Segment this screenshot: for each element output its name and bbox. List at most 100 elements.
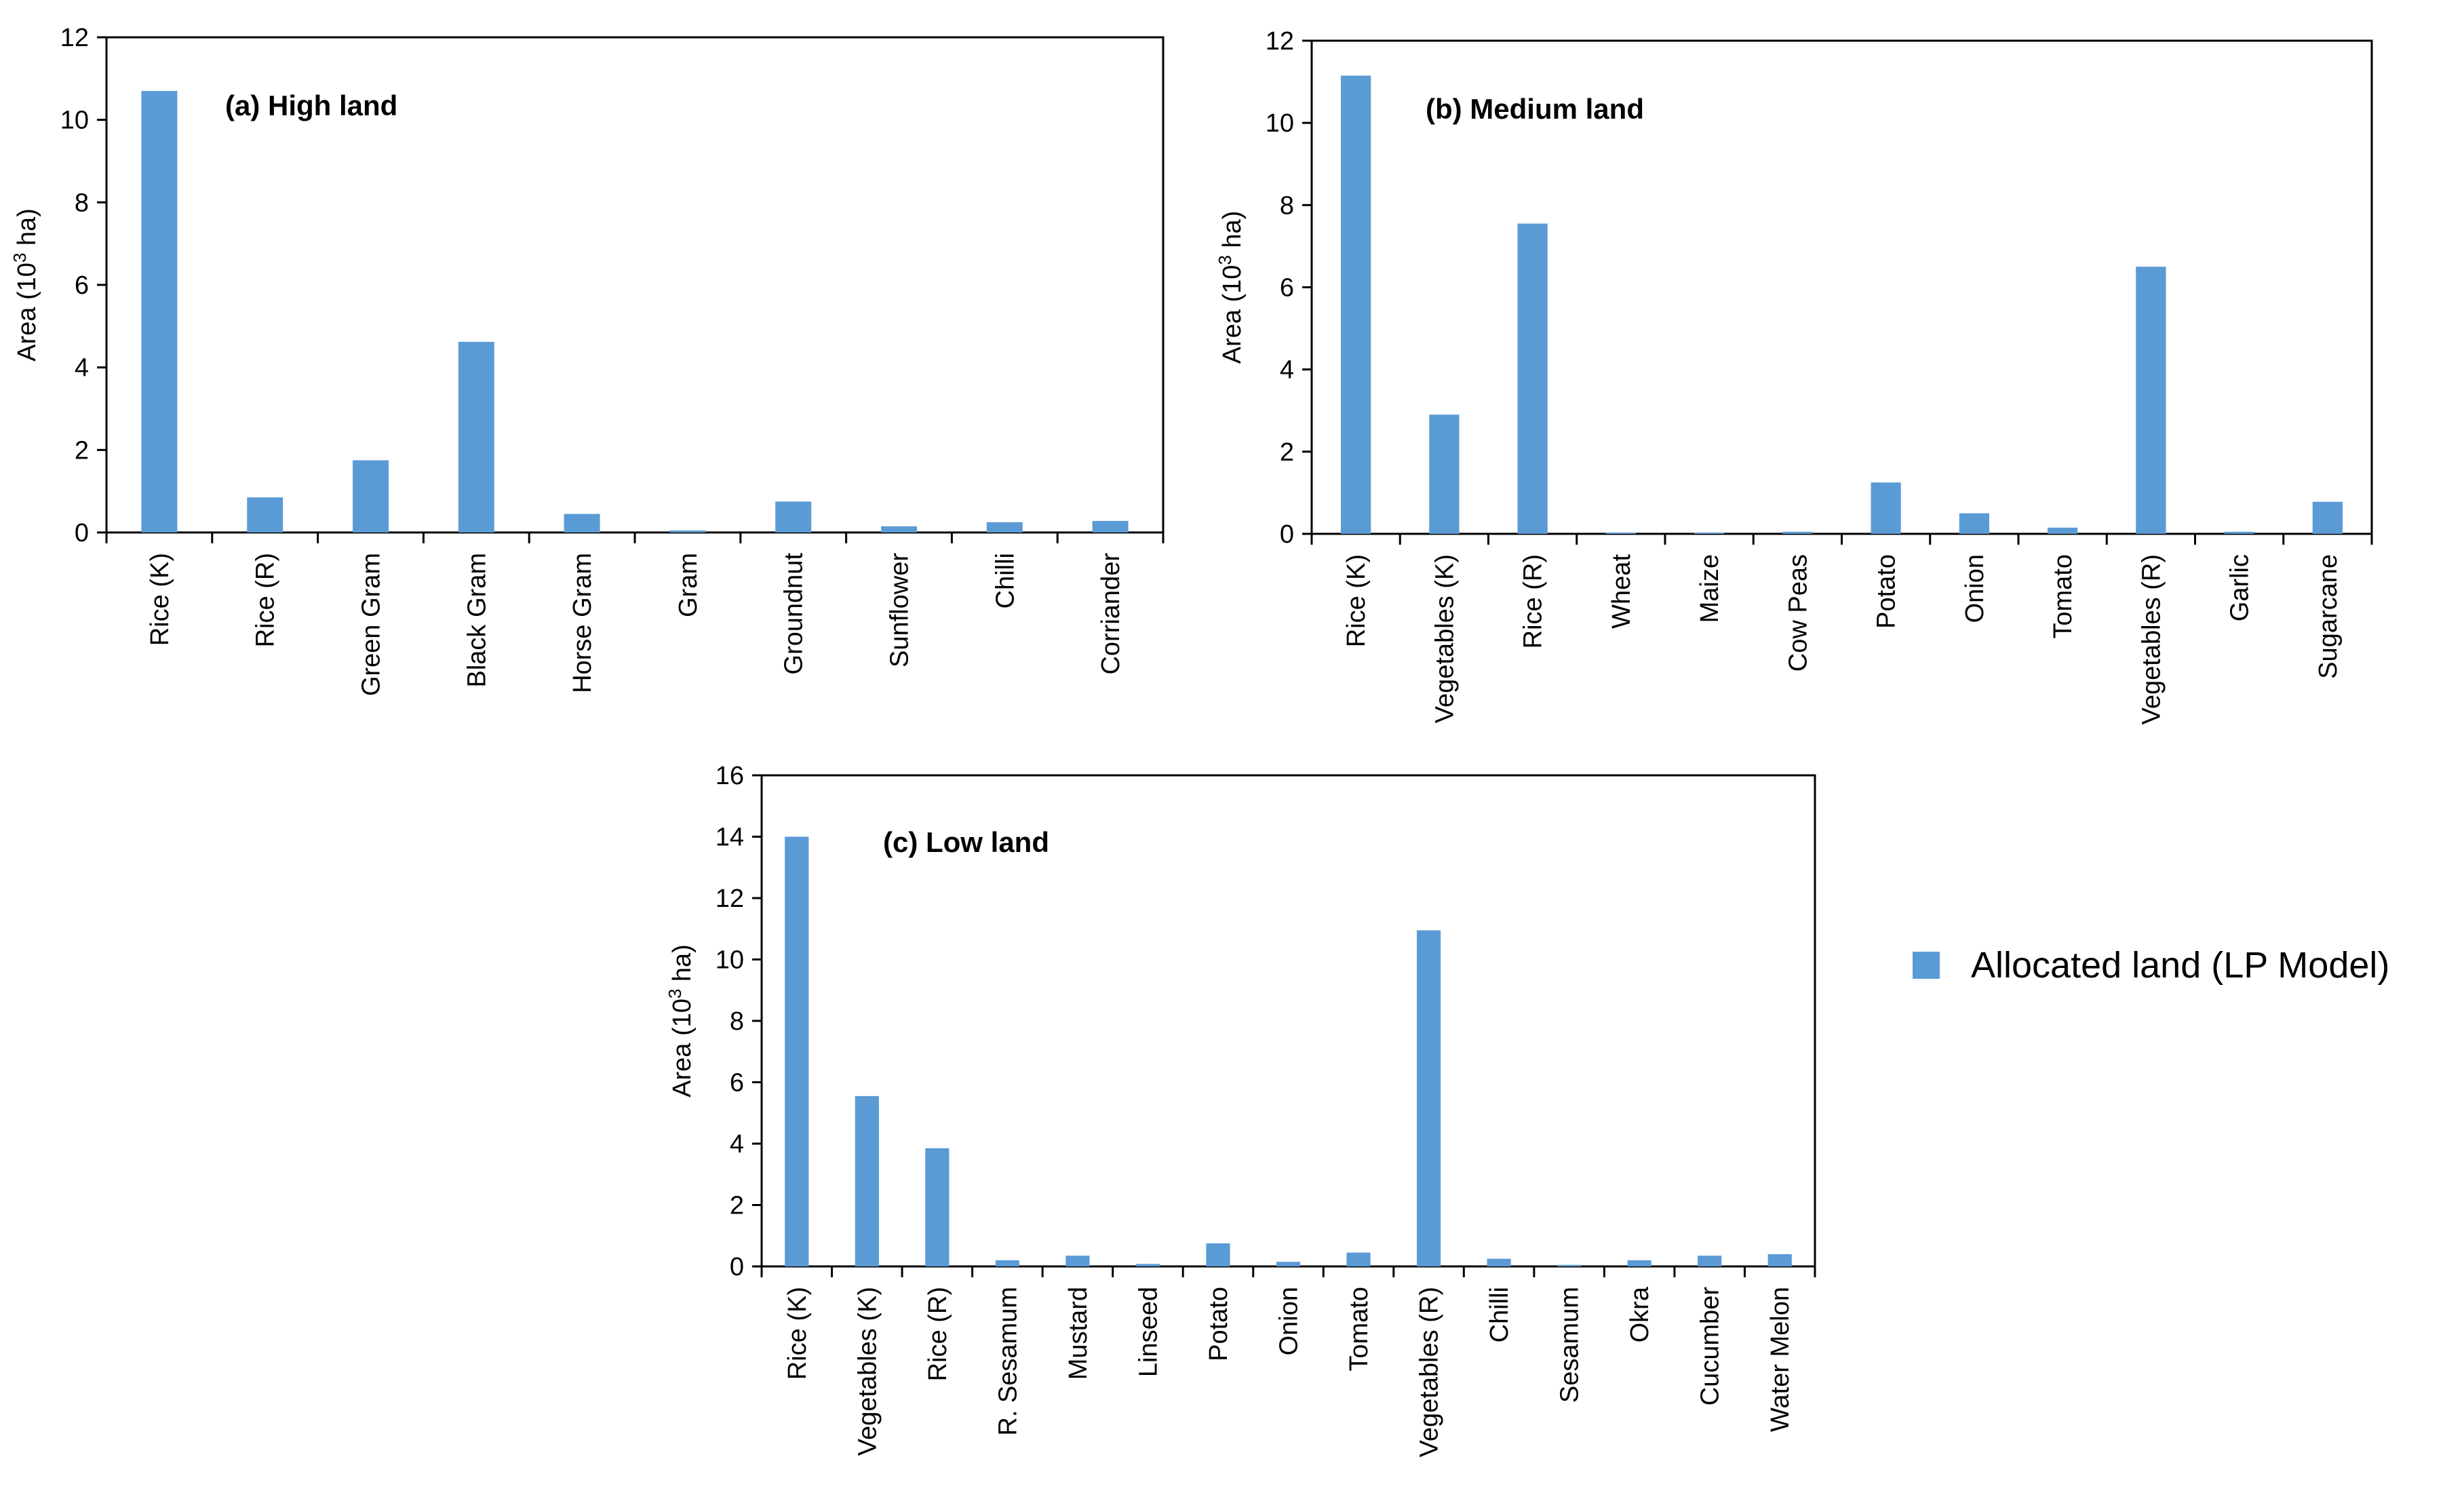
- x-tick-label: Green Gram: [357, 553, 386, 696]
- x-tick-label: R. Sesamum: [994, 1287, 1022, 1436]
- x-tick-label: Rice (K): [1342, 554, 1371, 647]
- bar: [2136, 267, 2166, 534]
- bar: [1871, 482, 1901, 534]
- bar: [1694, 532, 1725, 534]
- x-tick-label: Horse Gram: [568, 553, 597, 693]
- x-tick-label: Potato: [1873, 554, 1901, 629]
- y-tick-label: 12: [60, 24, 89, 52]
- x-tick-label: Onion: [1275, 1287, 1304, 1355]
- x-tick-label: Tomato: [1345, 1287, 1373, 1372]
- y-tick-label: 2: [75, 436, 89, 465]
- x-tick-label: Linseed: [1134, 1287, 1162, 1377]
- bar: [1135, 1264, 1160, 1266]
- y-axis-label: Area (103 ha): [9, 208, 41, 362]
- y-tick-label: 10: [1266, 109, 1294, 138]
- bar: [995, 1260, 1019, 1266]
- bar: [1767, 1254, 1792, 1266]
- bar: [1517, 223, 1548, 534]
- y-tick-label: 10: [716, 946, 744, 975]
- bar: [669, 530, 706, 532]
- y-tick-label: 0: [730, 1253, 744, 1281]
- bar: [1340, 75, 1371, 534]
- bar: [855, 1095, 879, 1266]
- bar: [2047, 527, 2078, 534]
- x-tick-label: Vegetables (R): [2137, 554, 2166, 724]
- x-tick-label: Rice (R): [1519, 554, 1548, 648]
- y-tick-label: 6: [730, 1069, 744, 1098]
- bar: [1487, 1258, 1511, 1266]
- y-tick-label: 2: [730, 1192, 744, 1220]
- y-tick-label: 12: [1266, 27, 1294, 56]
- x-tick-label: Tomato: [2049, 554, 2077, 639]
- bar: [1698, 1256, 1722, 1266]
- x-tick-label: Cucumber: [1696, 1287, 1725, 1406]
- x-tick-label: Sesamum: [1556, 1287, 1584, 1403]
- y-tick-label: 4: [730, 1130, 744, 1159]
- x-tick-label: Rice (K): [783, 1287, 812, 1380]
- legend-label: Allocated land (LP Model): [1971, 945, 2390, 986]
- y-tick-label: 8: [75, 189, 89, 217]
- x-tick-label: Maize: [1696, 554, 1724, 623]
- bar: [1959, 513, 1990, 534]
- x-tick-label: Black Gram: [463, 553, 491, 687]
- x-tick-label: Okra: [1626, 1286, 1654, 1342]
- x-tick-label: Rice (R): [252, 553, 280, 647]
- y-tick-label: 8: [1280, 191, 1294, 220]
- x-tick-label: Cow Peas: [1784, 554, 1812, 672]
- y-tick-label: 2: [1280, 438, 1294, 467]
- chart-title: (b) Medium land: [1426, 93, 1644, 125]
- y-tick-label: 0: [75, 519, 89, 547]
- x-tick-label: Garlic: [2226, 554, 2254, 621]
- bar: [1416, 930, 1441, 1266]
- x-tick-label: Water Melon: [1766, 1287, 1795, 1432]
- x-tick-label: Corriander: [1097, 553, 1125, 675]
- x-tick-label: Wheat: [1607, 554, 1636, 629]
- bar: [564, 513, 600, 532]
- y-tick-label: 0: [1280, 520, 1294, 549]
- x-tick-label: Vegetables (K): [853, 1287, 882, 1456]
- y-tick-label: 4: [75, 354, 89, 383]
- x-tick-label: Mustard: [1064, 1287, 1093, 1380]
- x-tick-label: Potato: [1205, 1287, 1233, 1361]
- x-tick-label: Vegetables (R): [1415, 1287, 1444, 1457]
- y-tick-label: 10: [60, 106, 89, 135]
- y-axis-label: Area (103 ha): [665, 944, 697, 1098]
- bar: [353, 460, 389, 532]
- x-tick-label: Gram: [674, 553, 703, 617]
- x-tick-label: Vegetables (K): [1430, 554, 1459, 723]
- x-tick-label: Sugarcane: [2314, 554, 2343, 679]
- chart-title: (c) Low land: [883, 826, 1049, 858]
- y-tick-label: 12: [716, 885, 744, 913]
- bar: [1627, 1260, 1651, 1266]
- x-tick-label: Chilli: [1485, 1287, 1514, 1342]
- bar: [986, 522, 1023, 532]
- bar: [141, 91, 178, 533]
- y-axis-label: Area (103 ha): [1215, 211, 1247, 364]
- chart-title: (a) High land: [225, 90, 397, 121]
- chart-panel-b: 0 2 4 6 8 10 12 Area (103 ha) Rice (K) Vegetables…: [1215, 27, 2373, 724]
- bar: [925, 1148, 950, 1266]
- bar: [1065, 1256, 1090, 1266]
- bar: [1557, 1264, 1582, 1266]
- x-tick-label: Onion: [1961, 554, 1989, 623]
- bar: [1429, 414, 1460, 534]
- bar: [1605, 532, 1637, 534]
- x-tick-label: Chilli: [991, 553, 1019, 608]
- chart-panel-c: 0 2 4 6 8 10 12 14 16 Area (103 ha) Rice (K) Vegeta…: [665, 762, 1816, 1457]
- bar: [1206, 1243, 1230, 1266]
- y-tick-label: 8: [730, 1007, 744, 1036]
- bar: [785, 836, 809, 1266]
- bar: [247, 497, 283, 532]
- bar: [1346, 1252, 1371, 1266]
- x-tick-label: Rice (K): [146, 553, 174, 646]
- x-tick-label: Sunflower: [886, 553, 914, 667]
- bar: [775, 501, 812, 532]
- bar: [2312, 501, 2343, 534]
- y-tick-label: 4: [1280, 356, 1294, 385]
- chart-panel-a: 0 2 4 6 8 10 12 Area (103 ha) Rice (K) Rice (R) Gr…: [9, 24, 1165, 696]
- bar: [1092, 520, 1129, 532]
- bar: [881, 526, 917, 532]
- bar: [458, 341, 494, 532]
- bar: [2224, 531, 2254, 534]
